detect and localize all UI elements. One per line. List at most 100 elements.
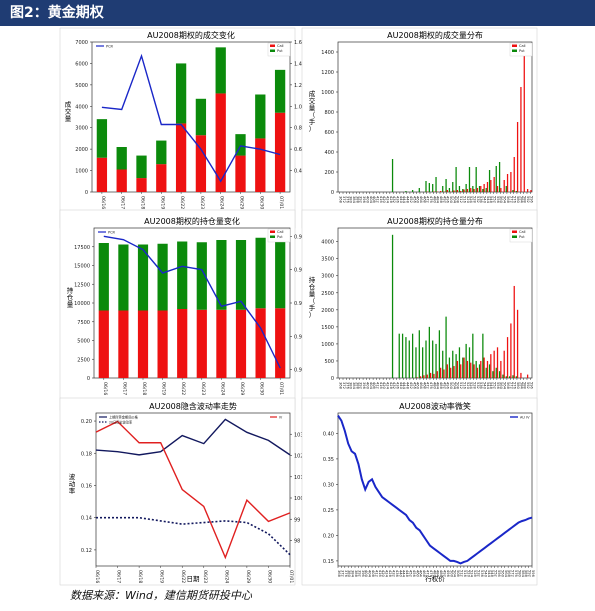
bar-put: [515, 376, 517, 378]
bar-put: [445, 316, 447, 378]
bar-put: [515, 191, 517, 192]
x-tick-label: 460: [416, 382, 420, 390]
y-tick-label: 1.60: [294, 40, 305, 46]
x-tick-label: 444: [402, 570, 406, 578]
y-tick-label: 0: [331, 190, 334, 196]
x-tick-label: 516: [463, 570, 467, 578]
x-tick-label: 408: [371, 570, 375, 578]
y-tick-label: 0.80: [294, 126, 305, 132]
bar-call: [450, 191, 452, 192]
bar-put: [472, 333, 474, 378]
bar-put: [435, 343, 437, 378]
x-tick-label: 556: [496, 382, 500, 390]
x-tick-label: 492: [443, 570, 447, 577]
x-tick-label: 06/17: [121, 382, 127, 395]
legend-label: Call: [277, 44, 284, 48]
x-tick-label: 464: [419, 196, 423, 204]
x-tick-label: 06/16: [102, 382, 108, 395]
x-tick-label: 476: [429, 570, 433, 578]
x-tick-label: 536: [479, 196, 483, 204]
x-tick-label: 06/23: [199, 196, 205, 209]
x-tick-label: 06/30: [259, 382, 265, 395]
bar-put: [408, 340, 410, 378]
legend-label: Call: [519, 44, 526, 48]
bar-call: [473, 364, 475, 378]
bar-put: [485, 188, 487, 192]
x-tick-label: 392: [357, 570, 361, 577]
x-tick-label: 540: [483, 570, 487, 578]
x-tick-label: 06/30: [258, 196, 264, 209]
bar-call: [510, 172, 512, 192]
bar-call: [440, 191, 442, 192]
y-tick-label: 0.20: [323, 533, 334, 539]
bar-call: [235, 309, 247, 378]
x-tick-label: 500: [449, 196, 453, 204]
x-tick-label: 568: [507, 570, 511, 578]
axis-label: 持仓量（手）: [309, 275, 316, 319]
x-tick-label: 584: [521, 570, 525, 578]
bar-call: [503, 180, 505, 192]
x-tick-label: 06/18: [140, 196, 146, 209]
x-tick-label: 468: [422, 196, 426, 204]
x-tick-label: 368: [337, 570, 341, 578]
y-tick-label: 0.94: [294, 301, 305, 307]
x-tick-label: 512: [459, 382, 463, 389]
x-tick-label: 456: [412, 382, 416, 390]
legend-swatch: [270, 230, 275, 233]
x-tick-label: 472: [426, 196, 430, 203]
chart-frame: [301, 27, 538, 229]
bar-call: [480, 186, 482, 192]
bar-put: [157, 243, 168, 311]
y-tick-label: 103: [294, 432, 304, 438]
bar-put: [502, 374, 504, 378]
bar-call: [530, 190, 532, 192]
y-tick-label: 1400: [321, 50, 334, 56]
x-tick-label: 540: [483, 196, 487, 204]
bar-put: [432, 184, 434, 192]
x-tick-label: 496: [446, 196, 450, 204]
bar-call: [516, 122, 519, 192]
bar-put: [448, 188, 451, 192]
x-tick-label: 512: [460, 570, 464, 577]
legend-swatch: [270, 44, 275, 47]
legend-swatch: [270, 235, 275, 238]
bar-call: [443, 191, 445, 192]
bar-call: [486, 360, 489, 378]
x-tick-label: 532: [477, 570, 481, 577]
x-tick-label: 392: [359, 196, 363, 203]
bar-call: [513, 157, 515, 192]
x-tick-label: 508: [456, 196, 460, 204]
x-tick-label: 460: [415, 570, 419, 578]
x-tick-label: 588: [523, 382, 527, 390]
y-tick-label: 1.00: [294, 104, 305, 110]
x-tick-label: 528: [472, 196, 476, 204]
y-tick-label: 3000: [75, 126, 88, 132]
bar-put: [215, 47, 226, 94]
x-tick-label: 06/23: [200, 382, 206, 395]
x-tick-label: 508: [456, 382, 460, 390]
bar-call: [195, 135, 207, 192]
bar-put: [505, 186, 507, 192]
bar-put: [495, 166, 497, 192]
chart-title: AU2008期权的持仓量分布: [387, 216, 483, 226]
x-tick-label: 588: [523, 196, 527, 204]
bar-call: [460, 364, 462, 378]
y-tick-label: 0.60: [294, 147, 305, 153]
x-tick-label: 492: [442, 196, 446, 203]
x-tick-label: 376: [345, 196, 349, 204]
x-tick-label: 396: [362, 382, 366, 390]
bar-put: [398, 333, 400, 378]
x-tick-label: 480: [432, 570, 436, 578]
x-tick-label: 436: [396, 382, 400, 390]
chart-title: AU2008期权的持仓量变化: [144, 216, 240, 226]
bar-call: [433, 373, 435, 378]
bar-call: [419, 376, 422, 378]
x-tick-label: 368: [339, 382, 343, 390]
y-tick-label: 0.15: [323, 559, 334, 565]
x-tick-label: 368: [339, 196, 343, 204]
y-tick-label: 3500: [321, 257, 334, 263]
x-tick-label: 06/22: [180, 570, 186, 583]
plot-area: [95, 412, 291, 567]
bar-call: [500, 188, 502, 192]
